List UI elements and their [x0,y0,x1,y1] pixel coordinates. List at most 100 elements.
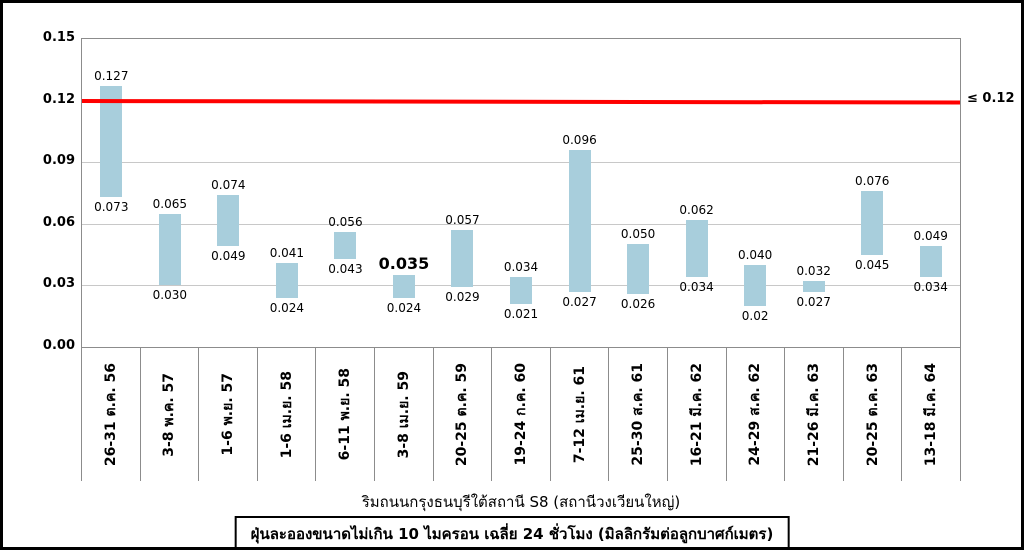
min-value-label: 0.034 [679,280,714,295]
max-value-label: 0.065 [152,196,187,211]
max-value-label: 0.057 [445,212,480,227]
range-bar [685,219,708,278]
x-category-cell: 16-21 มี.ค. 62 [668,348,727,481]
x-category-label: 13-18 มี.ค. 64 [923,362,940,467]
x-category-label: 3-8 พ.ค. 57 [161,372,178,457]
category-column: 0.065 0.030 [141,39,200,347]
range-bar [451,229,474,288]
range-bar [217,195,240,247]
x-category-label: 1-6 เม.ย. 58 [278,370,295,459]
range-bar [627,244,650,294]
y-tick-label: 0.15 [42,30,75,45]
x-category-cell: 24-29 ส.ค. 62 [727,348,786,481]
min-value-label: 0.045 [855,257,890,272]
min-value-label: 0.027 [562,294,597,309]
max-value-label: 0.040 [737,247,773,262]
max-value-label: 0.056 [328,215,363,229]
x-category-label: 25-30 ส.ค. 61 [630,363,647,466]
x-category-cell: 26-31 ต.ค. 56 [82,348,141,481]
limit-label: ≤ 0.12 [967,90,1015,106]
x-category-cell: 3-8 เม.ย. 59 [375,348,434,481]
x-axis-title: ริมถนนกรุงธนบุรีใต้สถานี S8 (สถานีวงเวีย… [361,493,681,511]
range-bar [919,246,942,278]
category-column: 0.076 0.045 [843,39,902,347]
x-category-cell: 13-18 มี.ค. 64 [902,348,961,481]
category-column: 0.041 0.024 [258,39,317,347]
max-value-label: 0.096 [562,132,597,147]
category-column: 0.127 0.073 [82,39,141,347]
max-value-label: 0.050 [620,227,656,242]
plot-area: 0.127 0.073 0.065 0.030 0.074 0.049 0.041 0.024… [81,38,961,348]
y-tick-label: 0.03 [42,276,75,292]
max-value-label: 0.041 [269,245,305,260]
range-bar [334,232,357,259]
min-value-label: 0.034 [913,280,948,295]
min-value-label: 0.027 [796,294,831,309]
min-value-label: 0.024 [386,300,422,315]
x-category-label: 24-29 ส.ค. 62 [747,363,764,466]
x-category-cell: 7-12 เม.ย. 61 [551,348,610,481]
range-bar [275,262,298,298]
max-value-label: 0.127 [94,69,129,84]
category-column: 0.032 0.027 [784,39,843,347]
x-category-cell: 19-24 ก.ค. 60 [492,348,551,481]
x-category-cell: 20-25 ต.ค. 63 [844,348,903,481]
gridline [82,162,960,164]
category-column: 0.096 0.027 [550,39,609,347]
min-value-label: 0.029 [445,290,480,305]
x-category-cell: 20-25 ต.ค. 59 [434,348,493,481]
x-category-label: 19-24 ก.ค. 60 [512,363,529,466]
x-category-cell: 1-6 พ.ย. 57 [199,348,258,481]
range-bar [392,275,415,298]
x-category-label: 6-11 พ.ย. 58 [337,368,354,461]
x-category-cell: 3-8 พ.ค. 57 [141,348,200,481]
range-bar [802,281,825,292]
min-value-label: 0.02 [741,308,769,323]
category-column: 0.056 0.043 [316,39,375,347]
x-axis-labels: 26-31 ต.ค. 56 3-8 พ.ค. 57 1-6 พ.ย. 57 1-6 เ… [81,348,961,481]
x-category-label: 1-6 พ.ย. 57 [219,373,236,456]
range-bar [568,149,591,292]
range-bar [861,190,884,255]
x-category-cell: 21-26 มี.ค. 63 [785,348,844,481]
range-bar [100,86,123,198]
x-category-label: 7-12 เม.ย. 61 [571,365,588,464]
min-value-label: 0.043 [328,261,363,276]
min-value-label: 0.026 [620,296,656,311]
range-bar [509,277,532,304]
x-category-label: 20-25 ต.ค. 63 [864,362,881,467]
x-category-label: 20-25 ต.ค. 59 [454,362,471,467]
category-column: 0.062 0.034 [667,39,726,347]
category-column: 0.034 0.021 [492,39,551,347]
category-column: 0.050 0.026 [609,39,668,347]
x-category-label: 21-26 มี.ค. 63 [805,362,822,467]
range-bar [158,213,181,286]
y-tick-label: 0.06 [42,214,75,230]
category-column: 0.049 0.034 [901,39,960,347]
category-column: 0.057 0.029 [433,39,492,347]
category-column: 0.074 0.049 [199,39,258,347]
x-category-label: 26-31 ต.ค. 56 [102,362,119,467]
max-value-label: 0.034 [503,260,539,275]
max-value-label: 0.035 [378,254,430,274]
x-category-label: 16-21 มี.ค. 62 [688,362,705,467]
max-value-label: 0.049 [913,229,948,244]
max-value-label: 0.076 [855,173,890,188]
max-value-label: 0.032 [796,264,831,279]
min-value-label: 0.030 [152,288,187,303]
min-value-label: 0.049 [211,249,246,264]
chart-caption: ฝุ่นละอองขนาดไม่เกิน 10 ไมครอน เฉลี่ย 24… [234,516,790,547]
x-category-cell: 6-11 พ.ย. 58 [316,348,375,481]
min-value-label: 0.073 [94,200,129,215]
x-category-cell: 1-6 เม.ย. 58 [258,348,317,481]
min-value-label: 0.021 [503,306,539,321]
x-category-label: 3-8 เม.ย. 59 [395,370,412,459]
range-bar [744,264,767,306]
y-tick-label: 0.12 [42,91,75,107]
category-column: 0.035 0.024 [375,39,434,347]
y-tick-label: 0.09 [42,153,75,169]
x-category-cell: 25-30 ส.ค. 61 [609,348,668,481]
y-tick-label: 0.00 [42,338,75,353]
gridline [82,223,960,225]
